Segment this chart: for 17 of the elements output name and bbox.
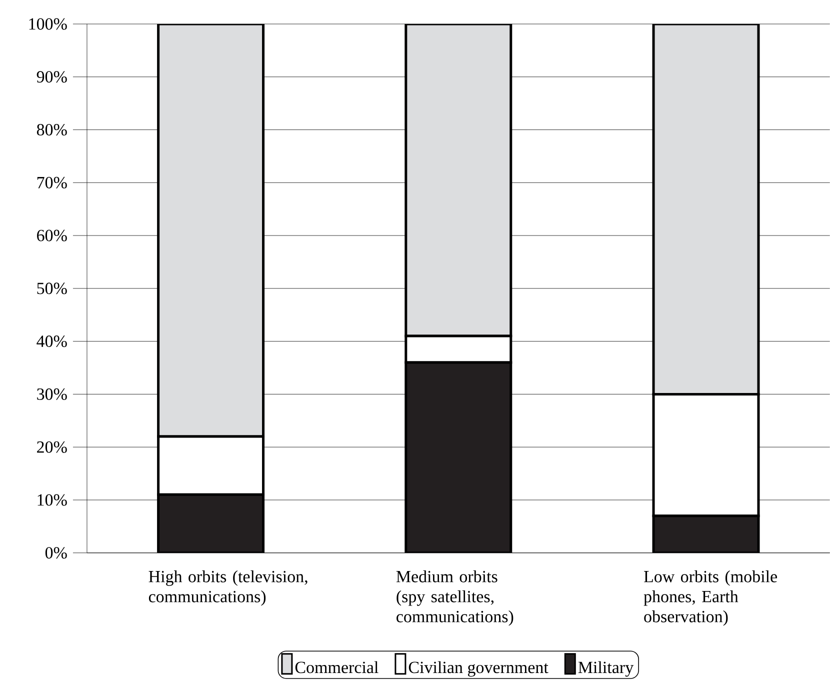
x-tick-label: High orbits (television, communications) xyxy=(148,570,308,606)
y-tick-label: 20% xyxy=(37,441,67,453)
x-tick-label: Medium orbits (spy satellites, communications) xyxy=(396,570,514,626)
y-tick-label: 60% xyxy=(37,230,67,242)
legend-label: Commercial xyxy=(295,661,378,674)
y-tick-label: 70% xyxy=(37,176,67,188)
y-tick-label: 30% xyxy=(37,388,67,400)
legend-label: Military xyxy=(578,661,634,677)
y-tick-label: 90% xyxy=(36,71,67,83)
y-tick-label: 10% xyxy=(38,494,67,506)
legend-label: Civilian government xyxy=(408,661,548,677)
y-tick-label: 0% xyxy=(45,547,67,559)
y-tick-label: 50% xyxy=(37,282,67,294)
y-tick-label: 80% xyxy=(36,124,67,136)
y-tick-label: 100% xyxy=(29,18,67,30)
y-tick-label: 40% xyxy=(36,336,67,348)
x-tick-label: Low orbits (mobile phones, Earth observation) xyxy=(644,570,777,626)
